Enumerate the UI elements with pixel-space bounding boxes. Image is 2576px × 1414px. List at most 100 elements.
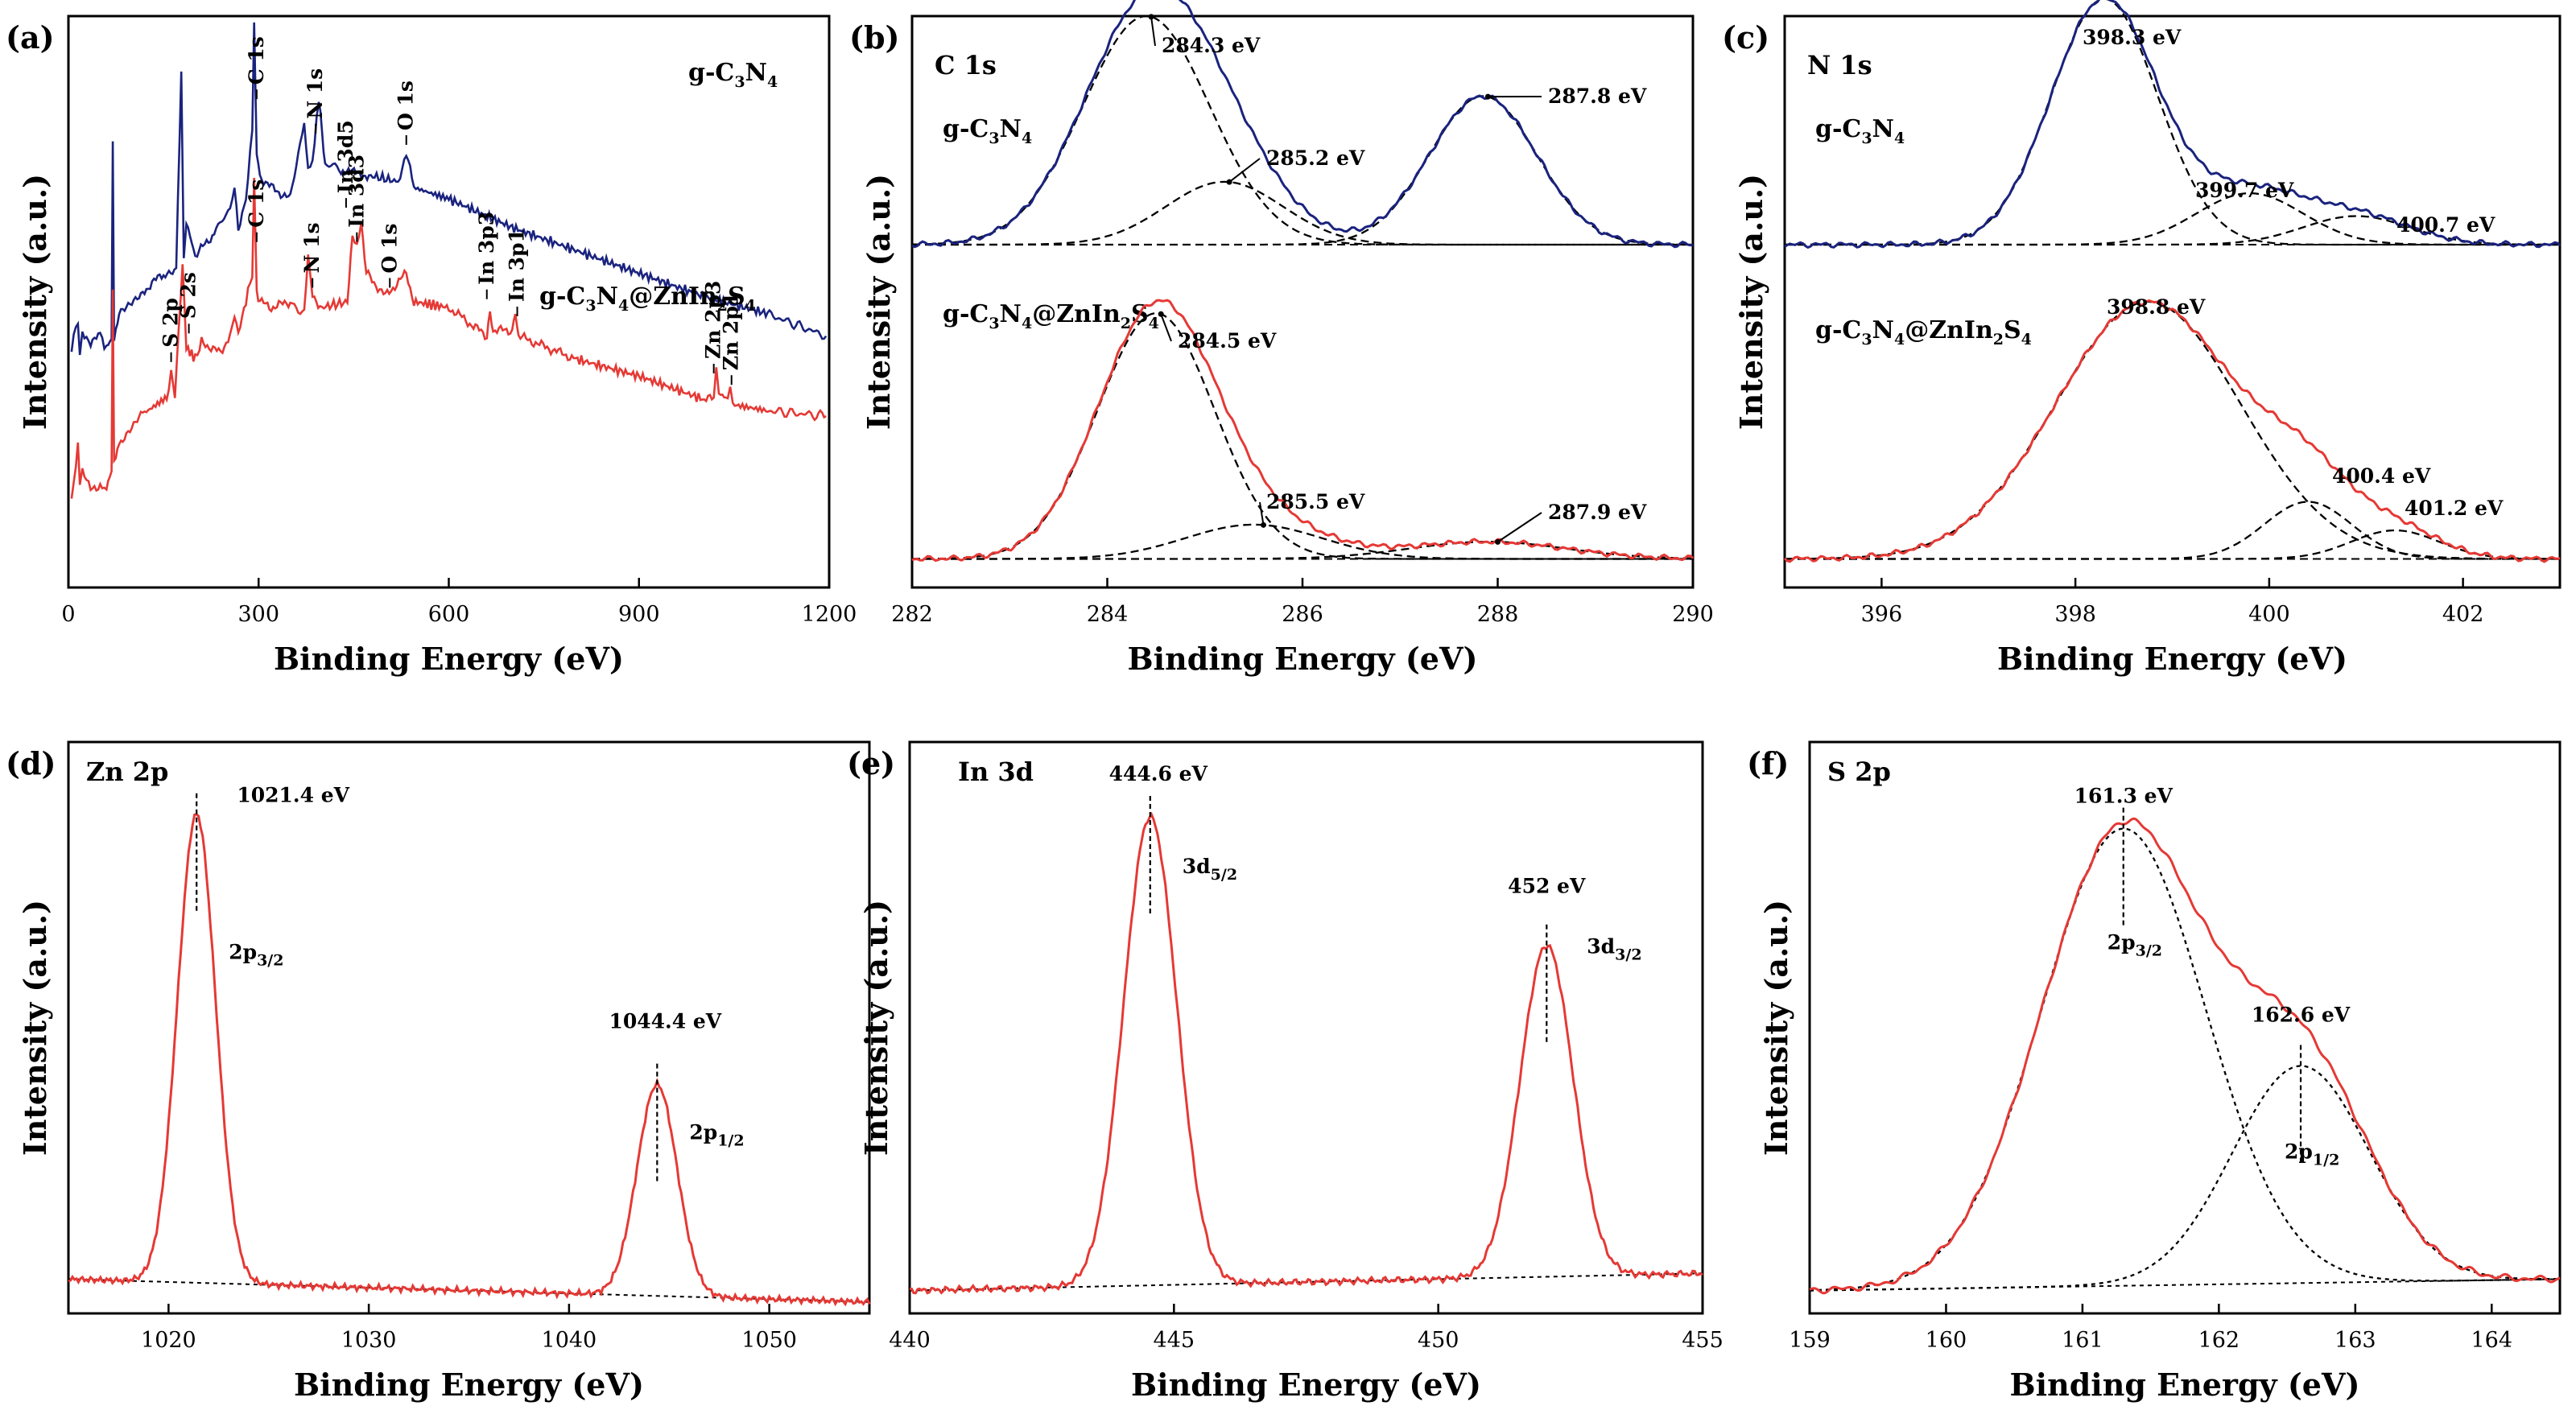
peak-annotation: In 3d3 xyxy=(345,155,368,228)
x-axis-title: Binding Energy (eV) xyxy=(294,1367,644,1403)
core-level-label: S 2p xyxy=(1827,756,1891,787)
series-g-c3n4 xyxy=(70,22,828,356)
peak-annotation: C 1s xyxy=(245,179,268,228)
sample-label-top: g-C3N4 xyxy=(688,59,778,91)
leader-tip xyxy=(1148,14,1154,20)
spectrum-g-c3n4 xyxy=(1784,0,2562,249)
fit-component xyxy=(1785,529,2560,560)
peak-annotation: N 1s xyxy=(300,222,324,273)
label-leader xyxy=(1150,16,1156,47)
peak-annotation: In 3p3 xyxy=(475,212,498,285)
peak-annotation: Zn 2p1 xyxy=(720,292,743,370)
panel-f: 159 160 161 162 163 164 Binding Energy (eV) Int… xyxy=(1747,740,2562,1403)
label-leader xyxy=(1259,501,1265,526)
peak-label: 444.6 eV xyxy=(1109,762,1208,785)
x-tick-label: 164 xyxy=(2471,1328,2512,1353)
peak-annotation: S 2s xyxy=(177,272,200,319)
x-tick-label: 162 xyxy=(2198,1328,2240,1353)
fit-component xyxy=(1785,215,2560,246)
panel-e: 440 445 450 455 Binding Energy (eV) Intensity… xyxy=(847,740,1724,1403)
y-axis-title: Intensity (a.u.) xyxy=(1758,900,1794,1156)
plot-frame xyxy=(1783,14,2562,589)
x-tick-label: 282 xyxy=(891,602,933,627)
spectrum-g-c3n4-znin2s4 xyxy=(911,299,1694,563)
y-axis-title: Intensity (a.u.) xyxy=(17,174,53,430)
peak-label: 284.3 eV xyxy=(1162,34,1261,57)
panel-label: (c) xyxy=(1722,19,1769,56)
panel-d: 1020 1030 1040 1050 Binding Energy (eV) Inten… xyxy=(6,740,871,1403)
core-level-label: N 1s xyxy=(1807,50,1872,80)
peak-label: 452 eV xyxy=(1508,875,1586,898)
fit-component xyxy=(1810,1065,2560,1292)
sample-label-bottom: g-C3N4@ZnIn2S4 xyxy=(539,282,756,315)
plot-frame xyxy=(908,740,1704,1315)
panel-label: (d) xyxy=(6,745,56,781)
x-tick-label: 455 xyxy=(1682,1328,1724,1353)
panel-c: 396 398 400 402 Binding Energy (eV) Intensity… xyxy=(1722,0,2562,677)
x-tick-label: 1020 xyxy=(141,1328,196,1353)
x-tick-label: 440 xyxy=(889,1328,931,1353)
component-label: 3d3/2 xyxy=(1587,935,1641,964)
label-leader xyxy=(1496,512,1542,543)
component-label: 2p1/2 xyxy=(2285,1140,2339,1169)
x-tick-label: 450 xyxy=(1418,1328,1459,1353)
leader-tip xyxy=(1158,311,1164,317)
x-tick-label: 1050 xyxy=(741,1328,797,1353)
peak-label: 401.2 eV xyxy=(2405,497,2504,520)
sample-label-top: g-C3N4 xyxy=(1815,115,1905,147)
spectrum xyxy=(910,811,1703,1295)
peak-label: 161.3 eV xyxy=(2074,785,2174,808)
peak-label: 398.8 eV xyxy=(2107,295,2206,319)
spectrum xyxy=(68,813,871,1307)
sample-label-bottom: g-C3N4@ZnIn2S4 xyxy=(943,300,1159,332)
fit-component xyxy=(911,14,1693,246)
peak-annotation: O 1s xyxy=(378,224,401,274)
x-tick-label: 396 xyxy=(1861,602,1903,627)
peak-label: 400.4 eV xyxy=(2332,464,2431,488)
core-level-label: In 3d xyxy=(958,756,1034,787)
component-label: 2p3/2 xyxy=(229,941,283,970)
x-tick-label: 0 xyxy=(61,602,75,627)
leader-tip xyxy=(1484,93,1491,100)
component-label: 2p3/2 xyxy=(2107,931,2162,960)
x-tick-label: 290 xyxy=(1672,602,1714,627)
x-tick-label: 445 xyxy=(1154,1328,1195,1353)
x-tick-label: 160 xyxy=(1926,1328,1967,1353)
sample-label-bottom: g-C3N4@ZnIn2S4 xyxy=(1815,316,2032,348)
leader-tip xyxy=(1495,538,1501,545)
panel-a: 0 300 600 900 1200 Binding Energy (eV) Intensi… xyxy=(6,14,857,677)
x-tick-label: 286 xyxy=(1282,602,1323,627)
x-tick-label: 402 xyxy=(2442,602,2484,627)
x-tick-label: 600 xyxy=(428,602,470,627)
component-label: 2p1/2 xyxy=(689,1121,744,1150)
peak-annotation: N 1s xyxy=(303,68,327,119)
peak-label: 398.3 eV xyxy=(2083,26,2182,49)
core-level-label: Zn 2p xyxy=(86,756,168,787)
fit-component xyxy=(912,95,1693,246)
core-level-label: C 1s xyxy=(935,50,997,80)
x-tick-label: 398 xyxy=(2054,602,2096,627)
x-tick-label: 300 xyxy=(237,602,279,627)
x-tick-label: 1040 xyxy=(542,1328,597,1353)
y-axis-title: Intensity (a.u.) xyxy=(1733,174,1769,430)
peak-label: 285.2 eV xyxy=(1266,146,1365,170)
fit-component xyxy=(912,523,1693,560)
x-tick-label: 163 xyxy=(2334,1328,2376,1353)
series-g-c3n4-znin2s4 xyxy=(70,177,827,499)
x-axis-title: Binding Energy (eV) xyxy=(274,641,624,677)
x-tick-label: 1030 xyxy=(341,1328,397,1353)
x-axis-title: Binding Energy (eV) xyxy=(2010,1367,2360,1403)
y-axis-title: Intensity (a.u.) xyxy=(858,900,894,1156)
x-tick-label: 400 xyxy=(2248,602,2290,627)
spectrum-g-c3n4-znin2s4 xyxy=(1783,299,2561,563)
x-tick-label: 161 xyxy=(2062,1328,2103,1353)
baseline xyxy=(1809,1278,2561,1292)
peak-label: 1021.4 eV xyxy=(237,784,349,807)
plot-frame xyxy=(67,740,871,1315)
panel-label: (e) xyxy=(847,745,895,781)
x-axis-title: Binding Energy (eV) xyxy=(1131,1367,1481,1403)
plot-frame xyxy=(1808,740,2562,1315)
spectrum-g-c3n4 xyxy=(911,0,1694,249)
peak-label: 1044.4 eV xyxy=(609,1010,721,1033)
sample-label-top: g-C3N4 xyxy=(943,115,1032,147)
